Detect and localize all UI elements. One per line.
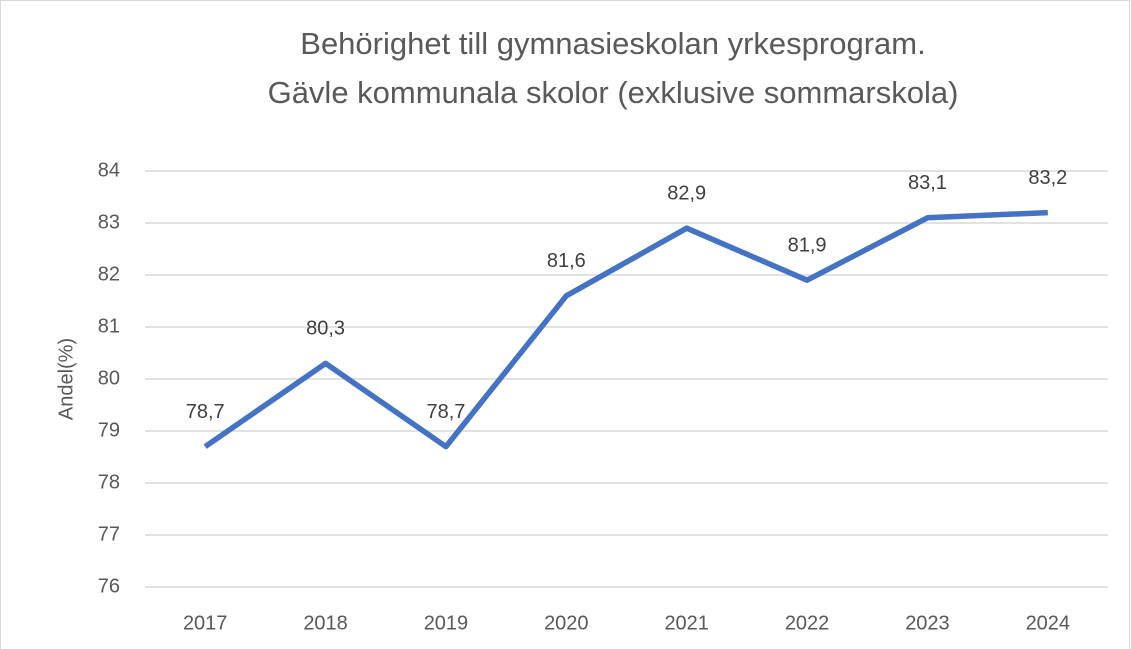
data-label: 81,6 (547, 250, 586, 272)
data-label: 83,1 (908, 172, 947, 194)
y-tick-label: 81 (98, 315, 120, 337)
chart-title: Gävle kommunala skolor (exklusive sommar… (268, 75, 959, 110)
x-tick-label: 2019 (424, 612, 469, 634)
x-tick-label: 2023 (905, 612, 950, 634)
data-label: 82,9 (667, 182, 706, 204)
x-tick-label: 2020 (544, 612, 589, 634)
y-tick-label: 83 (98, 211, 120, 233)
y-tick-label: 82 (98, 263, 120, 285)
data-label: 81,9 (788, 234, 827, 256)
y-tick-label: 76 (98, 575, 120, 597)
x-tick-label: 2017 (183, 612, 228, 634)
y-tick-label: 78 (98, 471, 120, 493)
y-tick-label: 80 (98, 367, 120, 389)
data-label: 80,3 (306, 318, 345, 340)
y-axis-label: Andel(%) (55, 338, 77, 420)
y-tick-label: 79 (98, 419, 120, 441)
chart-title: Behörighet till gymnasieskolan yrkesprog… (300, 26, 925, 61)
x-tick-label: 2024 (1026, 612, 1071, 634)
y-tick-label: 84 (98, 159, 120, 181)
y-tick-label: 77 (98, 523, 120, 545)
x-tick-label: 2021 (664, 612, 709, 634)
x-tick-label: 2018 (303, 612, 348, 634)
x-tick-label: 2022 (785, 612, 830, 634)
data-line (203, 209, 1048, 450)
data-label: 83,2 (1028, 167, 1067, 189)
data-label: 78,7 (426, 401, 465, 423)
data-label: 78,7 (186, 401, 225, 423)
